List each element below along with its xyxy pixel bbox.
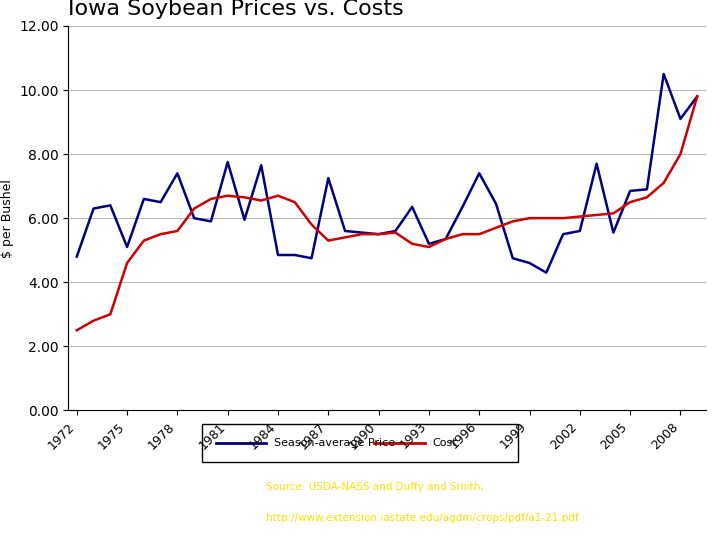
Text: http://www.extension.iastate.edu/agdm/crops/pdf/a1-21.pdf: http://www.extension.iastate.edu/agdm/cr… bbox=[266, 514, 579, 523]
Y-axis label: $ per Bushel: $ per Bushel bbox=[1, 179, 14, 258]
Text: Season-average Price: Season-average Price bbox=[274, 438, 395, 448]
Text: Source: USDA-NASS and Duffy and Smith,: Source: USDA-NASS and Duffy and Smith, bbox=[266, 482, 484, 492]
Text: Department of Economics: Department of Economics bbox=[7, 524, 143, 535]
Bar bbox=[202, 424, 518, 462]
Text: Iowa Soybean Prices vs. Costs: Iowa Soybean Prices vs. Costs bbox=[68, 0, 404, 19]
Text: Iowa State University: Iowa State University bbox=[7, 482, 189, 496]
Text: Cost: Cost bbox=[432, 438, 456, 448]
